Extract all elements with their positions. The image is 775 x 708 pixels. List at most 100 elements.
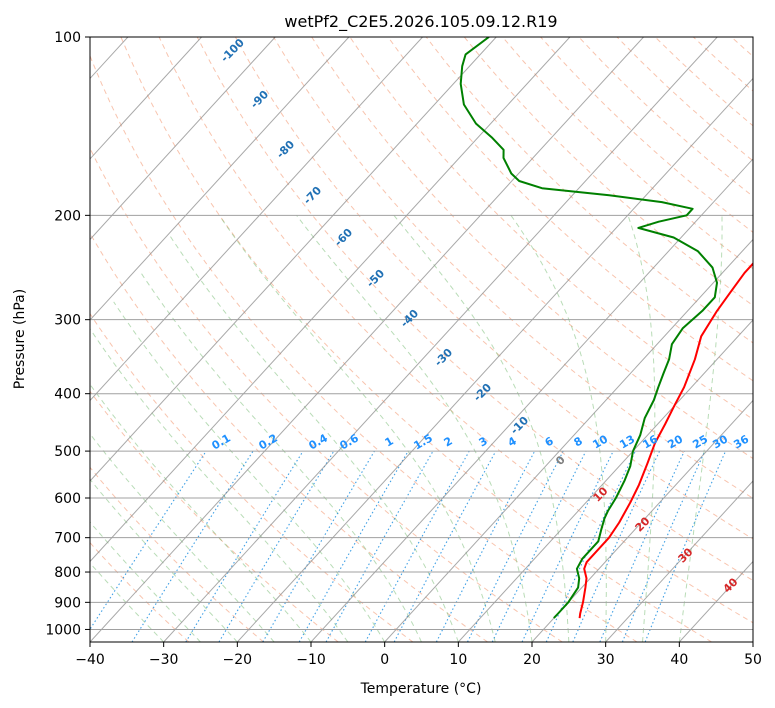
mixing-ratio-line xyxy=(393,450,497,642)
isotherm-line xyxy=(678,560,753,642)
isotherm-label: -40 xyxy=(398,307,421,330)
isotherm-line xyxy=(236,77,753,642)
isotherm-label: -70 xyxy=(301,184,324,207)
isotherm-line xyxy=(90,37,644,642)
mixing-ratio-line xyxy=(621,450,706,642)
mixing-ratio-line xyxy=(572,450,661,642)
y-tick-label: 500 xyxy=(54,444,81,460)
isotherm-label: -90 xyxy=(248,88,271,111)
isotherm-line xyxy=(90,37,423,402)
isotherm-line xyxy=(90,37,497,482)
background-guide-lines xyxy=(90,37,775,642)
moist-adiabat xyxy=(90,521,201,642)
mixing-ratio-label: 6 xyxy=(543,434,556,449)
mixing-ratio-line xyxy=(262,450,375,642)
moist-adiabat xyxy=(113,301,386,642)
dry-adiabat xyxy=(90,54,638,642)
isotherm-line xyxy=(90,37,276,241)
y-tick-label: 1000 xyxy=(45,622,81,638)
isotherm-line xyxy=(531,399,753,642)
mixing-ratio-line xyxy=(131,450,254,642)
mixing-ratio-label: 3 xyxy=(477,434,490,449)
y-tick-label: 900 xyxy=(54,595,81,611)
isotherm-line xyxy=(310,158,753,642)
isotherm-label: -30 xyxy=(432,346,455,369)
mixing-ratio-line xyxy=(435,450,536,642)
mixing-ratio-line xyxy=(185,450,304,642)
mixing-ratio-label: 1 xyxy=(383,434,396,449)
y-tick-label: 800 xyxy=(54,565,81,581)
chart-title: wetPf2_C2E5.2026.105.09.12.R19 xyxy=(284,12,557,32)
isotherm-line xyxy=(90,37,202,160)
y-tick-label: 100 xyxy=(54,30,81,46)
dry-adiabat xyxy=(90,232,488,642)
x-tick-label: −40 xyxy=(75,652,105,668)
mixing-ratio-label: 1.5 xyxy=(412,431,435,452)
isotherm-line xyxy=(457,319,753,642)
y-axis-title: Pressure (hPa) xyxy=(12,289,28,389)
dry-adiabat xyxy=(349,37,753,420)
moist-adiabat xyxy=(296,215,533,642)
y-tick-label: 600 xyxy=(54,491,81,507)
mixing-ratio-label: 30 xyxy=(710,432,730,451)
moist-adiabat xyxy=(218,215,496,642)
dry-adiabat xyxy=(540,37,753,233)
x-axis: −40 −30 −20 −10 0 10 20 30 40 50 xyxy=(75,642,762,668)
dry-adiabat xyxy=(90,466,264,642)
dry-adiabat xyxy=(425,37,753,344)
dry-adiabat xyxy=(387,37,753,382)
dry-adiabat xyxy=(158,37,753,624)
x-axis-title: Temperature (°C) xyxy=(360,681,482,697)
y-tick-label: 700 xyxy=(54,531,81,547)
isopleth-labels: -100-90-80-70-60-50-40-30-20-10010203040… xyxy=(210,36,752,596)
mixing-ratio-label: 0.4 xyxy=(307,431,331,452)
dry-adiabat xyxy=(90,147,563,642)
dry-adiabat xyxy=(196,37,753,582)
dry-adiabat xyxy=(273,37,753,499)
isotherm-label: -50 xyxy=(364,267,387,290)
isotherm-line xyxy=(90,37,350,321)
x-tick-label: −10 xyxy=(296,652,326,668)
mixing-ratio-line xyxy=(599,450,685,642)
isotherm-label: -100 xyxy=(218,36,247,65)
isotherm-label: 20 xyxy=(633,514,653,534)
mixing-ratio-label: 20 xyxy=(665,432,685,451)
y-axis: 100 200 300 400 500 600 700 800 900 1000 xyxy=(45,30,90,638)
data-series xyxy=(459,37,753,619)
dry-adiabat xyxy=(770,37,775,642)
dry-adiabat xyxy=(654,37,753,127)
mixing-ratio-label: 8 xyxy=(572,434,585,449)
moist-adiabat xyxy=(510,215,607,642)
x-tick-label: 30 xyxy=(597,652,615,668)
temperature-line xyxy=(578,262,753,619)
mixing-ratio-line xyxy=(325,450,434,642)
moist-adiabat xyxy=(678,215,723,642)
isotherm-label: -60 xyxy=(332,226,355,249)
mixing-ratio-line xyxy=(364,450,470,642)
mixing-ratio-line xyxy=(218,450,335,642)
moist-adiabat xyxy=(90,478,238,642)
x-tick-label: −30 xyxy=(149,652,179,668)
mixing-ratio-line xyxy=(467,450,564,642)
dry-adiabat xyxy=(90,541,190,642)
isotherm-label: -80 xyxy=(274,138,297,161)
plot-frame xyxy=(89,36,754,643)
isotherm-label: -20 xyxy=(471,381,494,404)
moist-adiabat xyxy=(168,233,459,642)
isotherm-label: 10 xyxy=(591,484,611,504)
mixing-ratio-line xyxy=(545,450,636,642)
x-tick-label: 40 xyxy=(670,652,688,668)
mixing-ratio-label: 16 xyxy=(640,432,660,451)
moist-adiabat xyxy=(90,433,275,642)
moist-adiabat xyxy=(140,272,422,642)
mixing-ratio-label: 0.2 xyxy=(257,431,280,452)
moist-adiabat xyxy=(393,214,570,642)
x-tick-label: 10 xyxy=(449,652,467,668)
dry-adiabat xyxy=(616,37,753,162)
x-tick-label: 50 xyxy=(744,652,762,668)
dry-adiabat xyxy=(90,390,339,642)
x-tick-label: 20 xyxy=(523,652,541,668)
dry-adiabat xyxy=(578,37,753,198)
isotherm-line xyxy=(163,37,718,642)
